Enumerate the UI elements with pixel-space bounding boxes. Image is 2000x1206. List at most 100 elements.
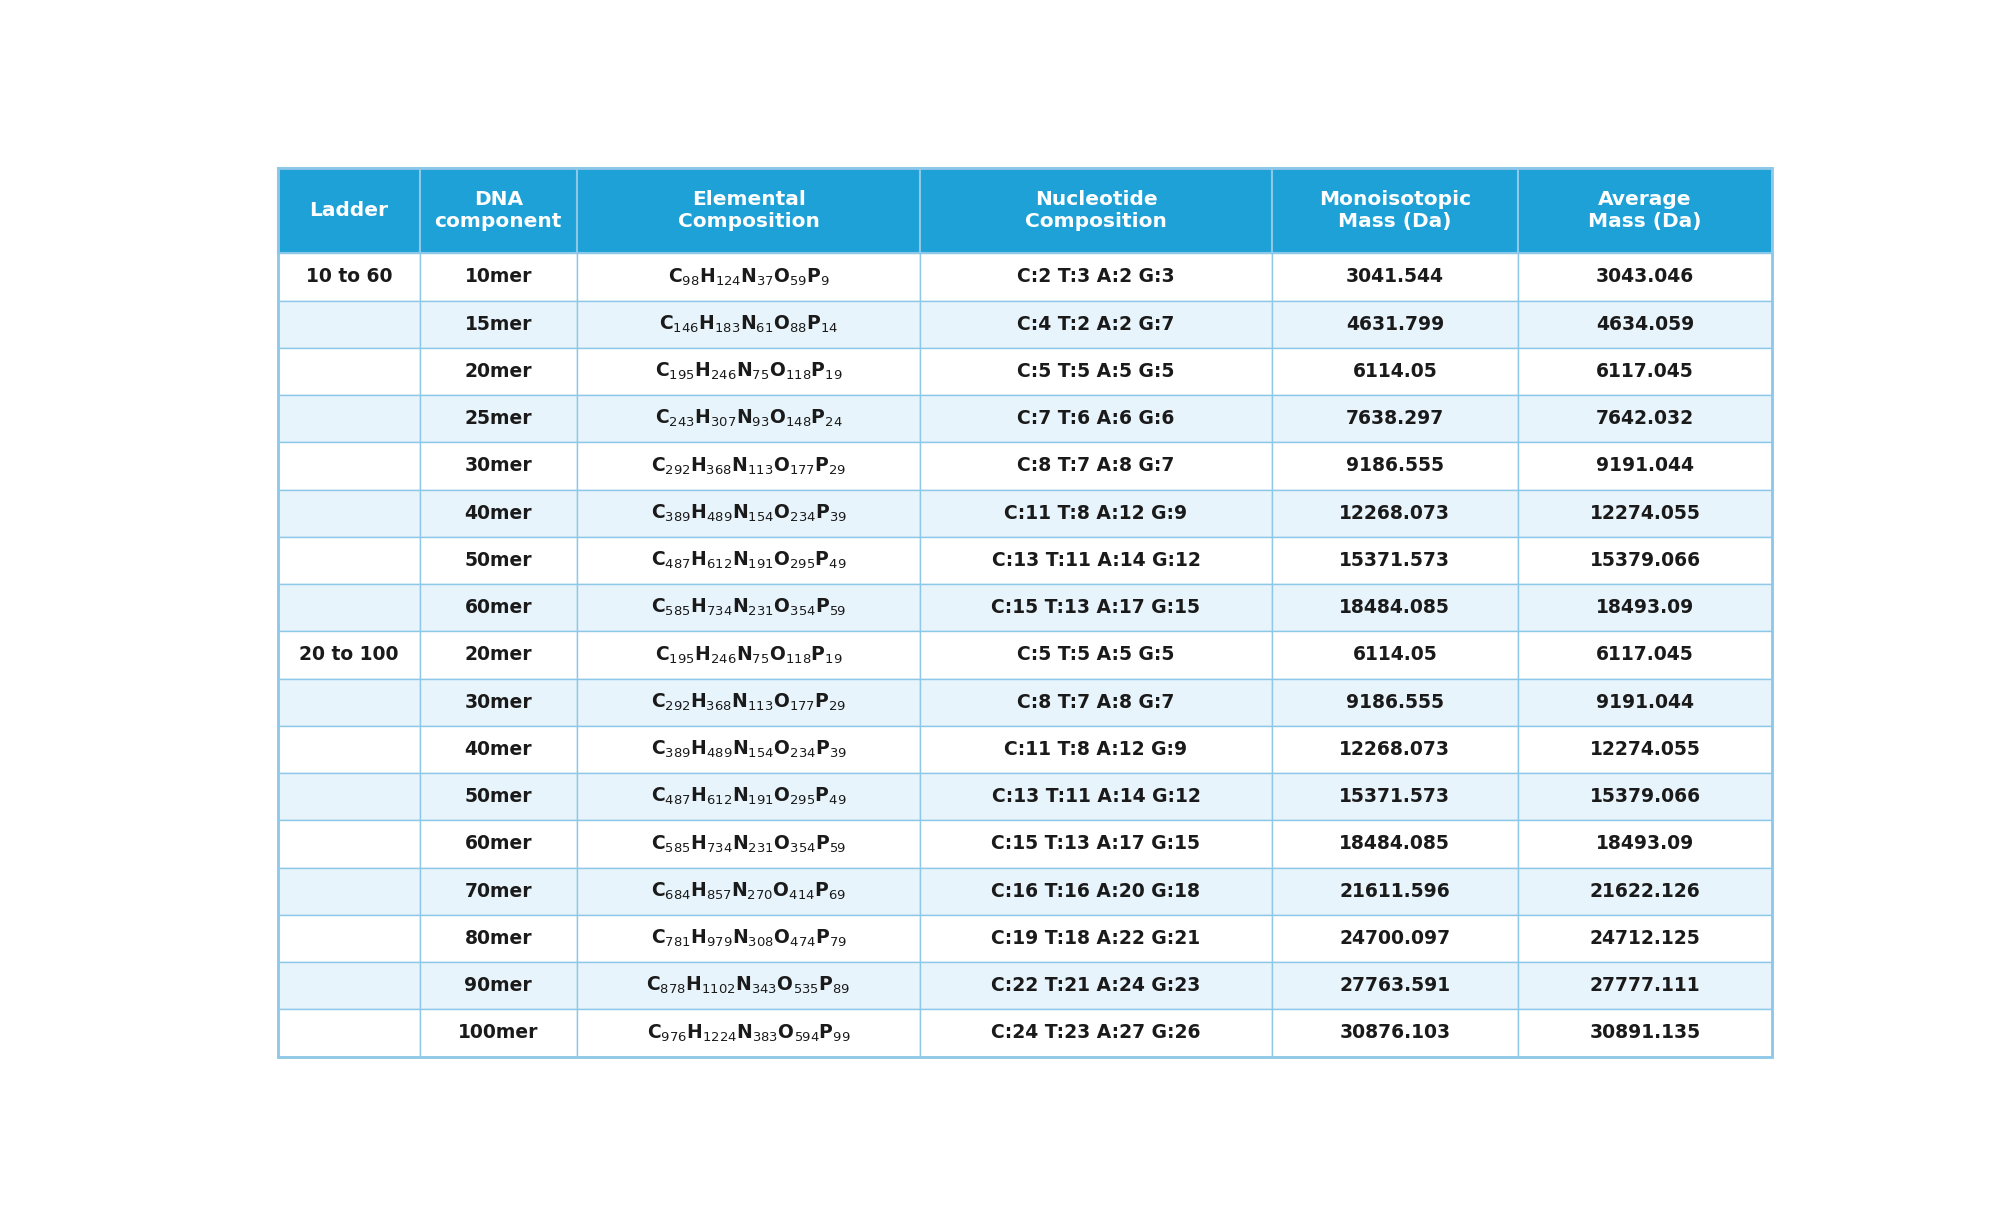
Bar [1518, 962, 1772, 1009]
Text: 80mer: 80mer [464, 929, 532, 948]
Bar [1518, 679, 1772, 726]
Bar [1272, 867, 1518, 915]
Bar [1518, 300, 1772, 347]
Text: 6114.05: 6114.05 [1352, 362, 1438, 381]
Text: C$_{781}$H$_{979}$N$_{308}$O$_{474}$P$_{79}$: C$_{781}$H$_{979}$N$_{308}$O$_{474}$P$_{… [650, 927, 846, 949]
Bar [576, 584, 920, 632]
Text: C:8 T:7 A:8 G:7: C:8 T:7 A:8 G:7 [1018, 692, 1174, 712]
Bar [420, 962, 576, 1009]
Text: 10 to 60: 10 to 60 [306, 268, 392, 287]
Text: C:24 T:23 A:27 G:26: C:24 T:23 A:27 G:26 [992, 1024, 1200, 1042]
Bar [420, 347, 576, 396]
Bar [420, 1009, 576, 1056]
Text: 27777.111: 27777.111 [1590, 976, 1700, 995]
Text: C$_{976}$H$_{1224}$N$_{383}$O$_{594}$P$_{99}$: C$_{976}$H$_{1224}$N$_{383}$O$_{594}$P$_… [646, 1023, 850, 1043]
Text: C:16 T:16 A:20 G:18: C:16 T:16 A:20 G:18 [992, 882, 1200, 901]
Bar [576, 867, 920, 915]
Bar [1518, 632, 1772, 679]
Text: C$_{878}$H$_{1102}$N$_{343}$O$_{535}$P$_{89}$: C$_{878}$H$_{1102}$N$_{343}$O$_{535}$P$_… [646, 976, 850, 996]
Bar [1272, 300, 1518, 347]
Text: C:15 T:13 A:17 G:15: C:15 T:13 A:17 G:15 [992, 598, 1200, 617]
Text: Monoisotopic
Mass (Da): Monoisotopic Mass (Da) [1318, 191, 1470, 232]
Bar [420, 679, 576, 726]
Bar [420, 726, 576, 773]
Text: 21611.596: 21611.596 [1340, 882, 1450, 901]
Bar [1272, 632, 1518, 679]
Bar [920, 915, 1272, 962]
Bar [920, 962, 1272, 1009]
Bar [576, 1009, 920, 1056]
Text: 30mer: 30mer [464, 692, 532, 712]
Text: 90mer: 90mer [464, 976, 532, 995]
Bar [1518, 820, 1772, 867]
Bar [278, 773, 420, 820]
Bar [920, 396, 1272, 443]
Bar [278, 537, 420, 584]
Bar [420, 867, 576, 915]
Text: C$_{146}$H$_{183}$N$_{61}$O$_{88}$P$_{14}$: C$_{146}$H$_{183}$N$_{61}$O$_{88}$P$_{14… [658, 314, 838, 335]
Bar [278, 490, 420, 537]
Bar [1518, 537, 1772, 584]
Bar [278, 962, 420, 1009]
Bar [920, 168, 1272, 253]
Bar [278, 820, 420, 867]
Bar [576, 300, 920, 347]
Bar [1518, 347, 1772, 396]
Text: 15mer: 15mer [464, 315, 532, 334]
Text: C$_{195}$H$_{246}$N$_{75}$O$_{118}$P$_{19}$: C$_{195}$H$_{246}$N$_{75}$O$_{118}$P$_{1… [654, 361, 842, 382]
Bar [920, 347, 1272, 396]
Bar [278, 443, 420, 490]
Text: 40mer: 40mer [464, 740, 532, 759]
Text: 12268.073: 12268.073 [1340, 740, 1450, 759]
Text: 6117.045: 6117.045 [1596, 645, 1694, 665]
Bar [420, 537, 576, 584]
Bar [920, 537, 1272, 584]
Bar [278, 396, 420, 443]
Text: 40mer: 40mer [464, 504, 532, 522]
Text: 7642.032: 7642.032 [1596, 409, 1694, 428]
Bar [278, 300, 420, 347]
Text: 4631.799: 4631.799 [1346, 315, 1444, 334]
Text: C$_{98}$H$_{124}$N$_{37}$O$_{59}$P$_{9}$: C$_{98}$H$_{124}$N$_{37}$O$_{59}$P$_{9}$ [668, 267, 830, 288]
Text: C:11 T:8 A:12 G:9: C:11 T:8 A:12 G:9 [1004, 504, 1188, 522]
Bar [920, 300, 1272, 347]
Text: C$_{292}$H$_{368}$N$_{113}$O$_{177}$P$_{29}$: C$_{292}$H$_{368}$N$_{113}$O$_{177}$P$_{… [652, 691, 846, 713]
Bar [278, 347, 420, 396]
Text: C:11 T:8 A:12 G:9: C:11 T:8 A:12 G:9 [1004, 740, 1188, 759]
Bar [920, 820, 1272, 867]
Bar [1518, 726, 1772, 773]
Text: 12274.055: 12274.055 [1590, 504, 1700, 522]
Bar [1272, 443, 1518, 490]
Text: 100mer: 100mer [458, 1024, 538, 1042]
Bar [278, 584, 420, 632]
Bar [576, 490, 920, 537]
Bar [1518, 396, 1772, 443]
Bar [576, 632, 920, 679]
Bar [278, 679, 420, 726]
Bar [1272, 537, 1518, 584]
Bar [420, 168, 576, 253]
Bar [920, 773, 1272, 820]
Text: 7638.297: 7638.297 [1346, 409, 1444, 428]
Text: 20 to 100: 20 to 100 [300, 645, 398, 665]
Text: C:22 T:21 A:24 G:23: C:22 T:21 A:24 G:23 [992, 976, 1200, 995]
Bar [920, 726, 1272, 773]
Text: Nucleotide
Composition: Nucleotide Composition [1026, 191, 1166, 232]
Bar [1272, 168, 1518, 253]
Bar [1272, 962, 1518, 1009]
Text: C$_{243}$H$_{307}$N$_{93}$O$_{148}$P$_{24}$: C$_{243}$H$_{307}$N$_{93}$O$_{148}$P$_{2… [654, 408, 842, 429]
Text: 9186.555: 9186.555 [1346, 457, 1444, 475]
Text: 25mer: 25mer [464, 409, 532, 428]
Text: 18484.085: 18484.085 [1340, 598, 1450, 617]
Text: 6117.045: 6117.045 [1596, 362, 1694, 381]
Text: C$_{389}$H$_{489}$N$_{154}$O$_{234}$P$_{39}$: C$_{389}$H$_{489}$N$_{154}$O$_{234}$P$_{… [650, 739, 846, 760]
Text: C:5 T:5 A:5 G:5: C:5 T:5 A:5 G:5 [1018, 645, 1174, 665]
Bar [420, 584, 576, 632]
Text: 15371.573: 15371.573 [1340, 788, 1450, 807]
Text: 20mer: 20mer [464, 362, 532, 381]
Bar [920, 632, 1272, 679]
Bar [1272, 773, 1518, 820]
Bar [1272, 820, 1518, 867]
Text: C$_{684}$H$_{857}$N$_{270}$O$_{414}$P$_{69}$: C$_{684}$H$_{857}$N$_{270}$O$_{414}$P$_{… [652, 880, 846, 902]
Bar [920, 867, 1272, 915]
